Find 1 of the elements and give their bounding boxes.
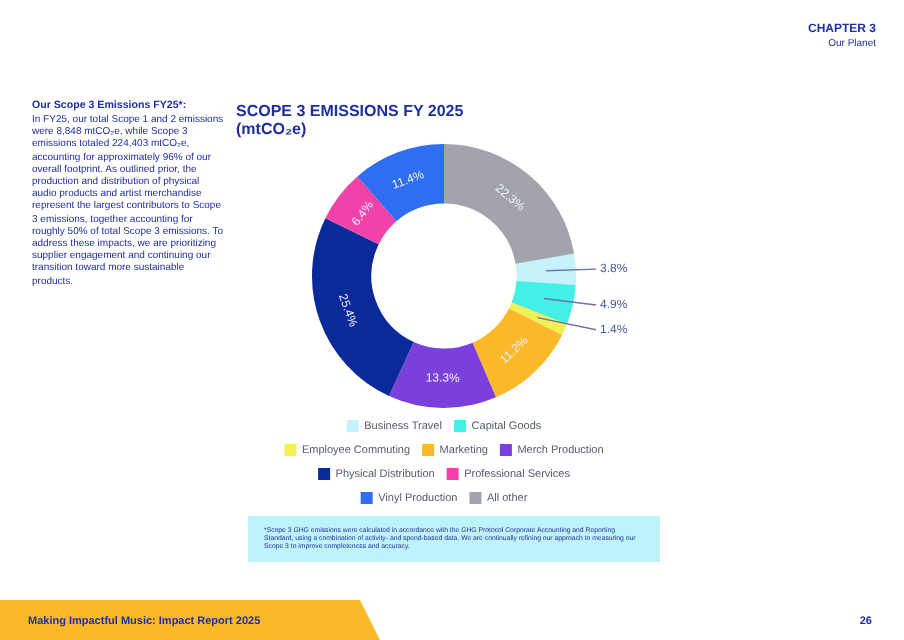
chart-title: SCOPE 3 EMISSIONS FY 2025 (mtCO₂e) bbox=[236, 102, 466, 138]
